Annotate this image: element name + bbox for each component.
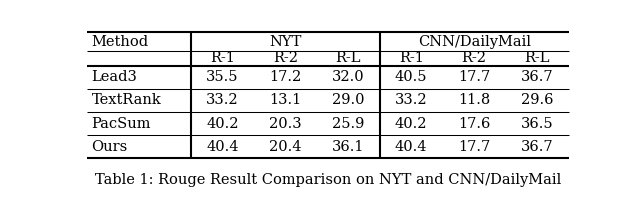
Text: 17.7: 17.7 — [458, 140, 490, 154]
Text: 17.7: 17.7 — [458, 70, 490, 84]
Text: 11.8: 11.8 — [458, 94, 490, 108]
Text: Table 1: Rouge Result Comparison on NYT and CNN/DailyMail: Table 1: Rouge Result Comparison on NYT … — [95, 173, 561, 187]
Text: Lead3: Lead3 — [92, 70, 138, 84]
Text: 40.4: 40.4 — [206, 140, 239, 154]
Text: 36.5: 36.5 — [521, 117, 554, 131]
Text: R-L: R-L — [524, 51, 550, 65]
Text: R-1: R-1 — [210, 51, 235, 65]
Text: 20.4: 20.4 — [269, 140, 301, 154]
Text: 40.4: 40.4 — [395, 140, 428, 154]
Text: Method: Method — [92, 35, 148, 49]
Text: 36.7: 36.7 — [521, 140, 554, 154]
Text: 17.2: 17.2 — [269, 70, 301, 84]
Text: 13.1: 13.1 — [269, 94, 301, 108]
Text: 36.7: 36.7 — [521, 70, 554, 84]
Text: 20.3: 20.3 — [269, 117, 301, 131]
Text: R-1: R-1 — [399, 51, 424, 65]
Text: TextRank: TextRank — [92, 94, 161, 108]
Text: 32.0: 32.0 — [332, 70, 365, 84]
Text: PacSum: PacSum — [92, 117, 151, 131]
Text: Ours: Ours — [92, 140, 127, 154]
Text: 40.2: 40.2 — [395, 117, 428, 131]
Text: 35.5: 35.5 — [206, 70, 239, 84]
Text: 40.2: 40.2 — [206, 117, 239, 131]
Text: 33.2: 33.2 — [395, 94, 428, 108]
Text: R-2: R-2 — [273, 51, 298, 65]
Text: 25.9: 25.9 — [332, 117, 364, 131]
Text: 29.0: 29.0 — [332, 94, 365, 108]
Text: 36.1: 36.1 — [332, 140, 365, 154]
Text: 40.5: 40.5 — [395, 70, 428, 84]
Text: NYT: NYT — [269, 35, 301, 49]
Text: R-2: R-2 — [461, 51, 486, 65]
Text: CNN/DailyMail: CNN/DailyMail — [418, 35, 531, 49]
Text: R-L: R-L — [335, 51, 361, 65]
Text: 29.6: 29.6 — [521, 94, 554, 108]
Text: 33.2: 33.2 — [206, 94, 239, 108]
Text: 17.6: 17.6 — [458, 117, 490, 131]
